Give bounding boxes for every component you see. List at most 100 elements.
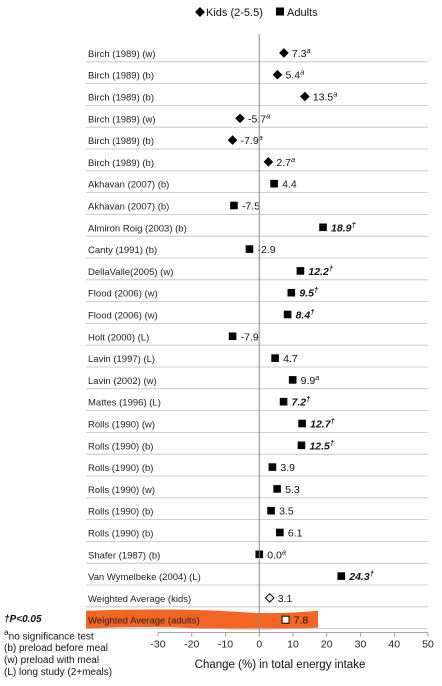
data-label-superscript: † — [306, 395, 311, 404]
row-label: Birch (1989) (w) — [88, 49, 156, 60]
footnote-significance: †P<0.05 — [4, 614, 42, 625]
data-label: 12.7† — [310, 417, 335, 431]
x-tick-label: 40 — [388, 639, 400, 651]
row-label: Birch (1989) (b) — [88, 158, 154, 169]
data-label: 6.1 — [288, 528, 303, 540]
data-point-square — [230, 201, 238, 210]
footnotes: †P<0.05 ano significance test (b) preloa… — [4, 614, 112, 679]
footnote-no-test-text: no significance test — [8, 631, 94, 643]
data-point-square — [283, 310, 292, 319]
data-label: 12.5† — [309, 438, 334, 452]
data-label: 3.1 — [278, 593, 293, 605]
data-label: -7.9a — [241, 133, 263, 147]
row-label: DellaValle(2005) (w) — [88, 267, 173, 278]
data-label-superscript: † — [329, 264, 334, 273]
data-label: 7.8 — [294, 615, 309, 627]
data-label-superscript: a — [306, 46, 310, 55]
data-point-square — [297, 441, 306, 450]
data-point-square — [228, 332, 237, 341]
row-label: Rolls (1990) (b) — [88, 507, 153, 518]
x-tick-label: 50 — [422, 639, 434, 651]
row-label: Birch (1989) (w) — [88, 114, 156, 125]
data-label-superscript: a — [291, 155, 295, 164]
data-label-superscript: a — [300, 68, 304, 77]
data-label: 3.9 — [280, 462, 295, 474]
data-point-square — [288, 376, 297, 384]
row-label: Lavin (2002) (w) — [88, 376, 157, 387]
data-label: 24.3† — [348, 569, 374, 583]
footnote-sup-a: a — [4, 627, 9, 637]
row-label: Mattes (1996) (L) — [88, 398, 161, 409]
data-label-superscript: a — [266, 111, 270, 120]
row-label: Birch (1989) (b) — [88, 136, 154, 147]
data-point-square — [287, 288, 296, 297]
data-label-superscript: † — [330, 438, 335, 447]
row-label: Lavin (1997) (L) — [88, 354, 155, 365]
data-label: -7.9 — [241, 331, 259, 343]
row-label: Weighted Average (kids) — [88, 594, 191, 605]
data-label-superscript: † — [370, 569, 375, 578]
data-label: 13.5a — [313, 90, 338, 104]
x-tick-label: 30 — [355, 639, 367, 651]
x-tick-label: 20 — [321, 639, 333, 651]
plot-rows: Birch (1989) (w) 7.3a Birch (1989) (b) 5.4a… — [86, 46, 428, 630]
data-label: -7.5 — [242, 201, 260, 213]
row-label: Canty (1991) (b) — [88, 245, 157, 256]
row-label: Akhavan (2007) (b) — [88, 202, 169, 213]
data-label: 9.5† — [299, 286, 319, 300]
data-label: 7.3a — [292, 46, 311, 60]
data-point-diamond — [279, 48, 289, 58]
data-point-square — [319, 223, 327, 232]
row-label: Almiron Roig (2003) (b) — [88, 223, 187, 234]
row-label: Birch (1989) (b) — [88, 71, 154, 82]
row-label: Shafer (1987) (b) — [88, 550, 160, 561]
data-label: 4.4 — [282, 179, 297, 191]
legend: Kids (2-5.5) Adults — [195, 7, 318, 19]
data-point-square — [298, 419, 306, 428]
data-point-open-diamond — [264, 592, 275, 603]
data-label: 5.4a — [285, 68, 304, 82]
data-point-square — [271, 354, 279, 362]
data-label-superscript: a — [333, 90, 337, 99]
x-tick-label: -20 — [184, 639, 199, 651]
row-label: Flood (2006) (w) — [88, 289, 158, 300]
data-point-square — [337, 572, 346, 580]
legend-kids-label: Kids (2-5.5) — [206, 7, 263, 19]
data-label: 2.7a — [276, 155, 295, 169]
row-label: Holt (2000) (L) — [88, 332, 149, 343]
row-label: Rolls (1990) (b) — [88, 529, 153, 540]
row-label: Weighted Average (adults) — [88, 616, 200, 627]
data-label: 7.2† — [292, 395, 312, 409]
data-point-square — [245, 245, 254, 253]
footnote-long-study: (L) long study (2+meals) — [4, 667, 113, 679]
row-label: Akhavan (2007) (b) — [88, 180, 169, 191]
data-label: 5.3 — [285, 484, 300, 496]
footnote-preload-before: (b) preload before meal — [4, 643, 108, 655]
x-axis-title: Change (%) in total energy intake — [195, 659, 366, 671]
data-label: 4.7 — [283, 353, 298, 365]
row-label: Flood (2006) (w) — [88, 311, 158, 322]
data-label-superscript: a — [259, 133, 263, 142]
footnote-preload-with: (w) preload with meal — [4, 655, 100, 667]
data-label: 0.0a — [267, 547, 286, 561]
data-point-square — [296, 267, 305, 275]
data-point-open-square — [281, 615, 290, 624]
x-axis: -30 -20 -10 0 10 20 30 40 50 — [150, 34, 434, 651]
legend-kids-diamond-icon — [195, 7, 205, 17]
footnote-no-test: ano significance test — [4, 626, 112, 643]
row-label: Van Wymelbeke (2004) (L) — [88, 572, 201, 583]
data-label-superscript: a — [315, 373, 319, 382]
data-point-square — [273, 485, 281, 493]
x-tick-label: 10 — [287, 639, 299, 651]
data-point-diamond — [300, 91, 310, 102]
data-label-superscript: † — [314, 286, 319, 295]
data-point-square — [267, 506, 275, 515]
data-label: 9.9a — [301, 373, 320, 387]
legend-adults-square-icon — [276, 7, 284, 16]
data-point-square — [276, 528, 284, 537]
data-point-square — [279, 397, 288, 406]
data-label-superscript: † — [331, 417, 336, 426]
data-label: -2.9 — [257, 244, 275, 256]
row-label: Rolls (1990) (w) — [88, 485, 155, 496]
